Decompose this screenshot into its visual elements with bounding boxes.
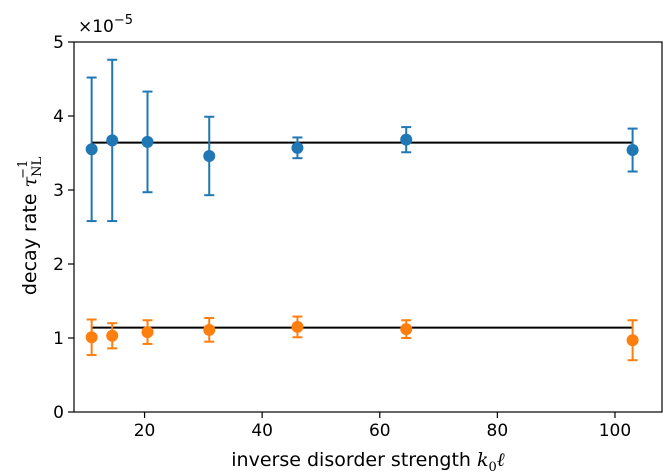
data-point (85, 331, 98, 344)
y-axis-multiplier: ×10−5 (78, 13, 133, 37)
data-point (141, 326, 154, 339)
y-tick-label: 2 (53, 255, 64, 275)
data-point (400, 323, 413, 336)
y-tick-label: 0 (53, 403, 64, 423)
data-point (203, 149, 216, 162)
data-point (291, 141, 304, 154)
data-point (106, 329, 119, 342)
data-point (85, 143, 98, 156)
x-tick-label: 40 (251, 421, 273, 441)
x-axis-label: inverse disorder strength k0ℓ (231, 449, 505, 474)
y-tick-label: 4 (53, 107, 64, 127)
y-axis-label: decay rate τNL−1 (16, 156, 45, 295)
data-point (106, 134, 119, 147)
x-tick-label: 80 (487, 421, 509, 441)
plot-frame (73, 41, 663, 413)
data-point (626, 334, 639, 347)
x-tick-label: 60 (369, 421, 391, 441)
data-point (291, 320, 304, 333)
plot-area (85, 58, 639, 362)
y-tick-label: 5 (53, 33, 64, 53)
data-point (141, 135, 154, 148)
x-axis: 20 40 60 80 100 (134, 412, 631, 441)
data-point (400, 133, 413, 146)
y-axis: 0 1 2 3 4 5 (53, 33, 74, 423)
data-point (626, 144, 639, 157)
y-tick-label: 3 (53, 181, 64, 201)
x-tick-label: 20 (134, 421, 156, 441)
x-tick-label: 100 (599, 421, 631, 441)
data-point (203, 323, 216, 336)
y-tick-label: 1 (53, 329, 64, 349)
